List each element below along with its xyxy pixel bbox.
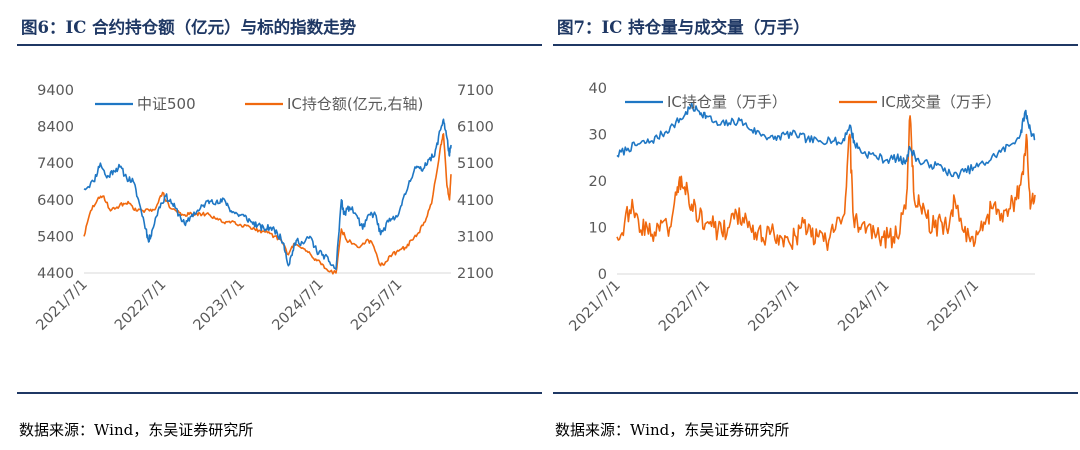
- y-left-tick-label: 40: [589, 81, 607, 97]
- y-right-tick-label: 5100: [457, 156, 494, 172]
- y-right-tick-label: 2100: [457, 266, 494, 282]
- y-left-tick-label: 30: [589, 128, 607, 144]
- x-tick-label: 2023/7/1: [191, 277, 248, 334]
- figure-7-panel: 图7：IC 持仓量与成交量（万手） 40 30 20 10 0 2021/7/1 2022/…: [553, 0, 1078, 450]
- y-left-tick-label: 0: [598, 267, 607, 283]
- figure-6-source: 数据来源：Wind，东吴证券研究所: [19, 421, 254, 439]
- y-right-tick-label: 4100: [457, 193, 494, 209]
- figure-6-panel: 图6：IC 合约持仓额（亿元）与标的指数走势 9400 8400 7400 6400 5…: [17, 0, 542, 450]
- series-line-2: [616, 115, 1036, 251]
- legend-label-1: 中证500: [137, 95, 196, 113]
- x-tick-label: 2025/7/1: [925, 278, 982, 335]
- legend-label-1: IC持仓量（万手）: [667, 93, 787, 111]
- x-tick-label: 2021/7/1: [33, 277, 90, 334]
- x-tick-label: 2022/7/1: [656, 278, 713, 335]
- legend-label-2: IC持仓额(亿元,右轴): [287, 95, 423, 113]
- figure-6-top-rule: [17, 44, 542, 46]
- series-line-2: [83, 133, 452, 275]
- y-right-tick-label: 7100: [457, 83, 494, 99]
- y-right-tick-label: 6100: [457, 120, 494, 136]
- x-tick-label: 2024/7/1: [835, 278, 892, 335]
- x-tick-label: 2022/7/1: [112, 277, 169, 334]
- figure-6-bottom-rule: [17, 392, 542, 394]
- y-right-tick-label: 3100: [457, 229, 494, 245]
- y-left-tick-label: 20: [589, 174, 607, 190]
- y-left-tick-label: 9400: [37, 83, 74, 99]
- series-line-1: [83, 118, 452, 271]
- x-tick-label: 2023/7/1: [746, 278, 803, 335]
- figure-7-top-rule: [553, 44, 1078, 46]
- y-left-tick-label: 5400: [37, 229, 74, 245]
- y-left-tick-label: 8400: [37, 120, 74, 136]
- figure-6-chart: 9400 8400 7400 6400 5400 4400 7100 6100 5100 4100…: [33, 83, 494, 334]
- series-line-1: [616, 102, 1036, 179]
- legend-label-2: IC成交量（万手）: [881, 93, 1001, 111]
- x-tick-label: 2021/7/1: [566, 278, 623, 335]
- figure-7-source: 数据来源：Wind，东吴证券研究所: [555, 421, 790, 439]
- y-left-tick-label: 6400: [37, 193, 74, 209]
- figure-6-title: 图6：IC 合约持仓额（亿元）与标的指数走势: [21, 18, 357, 37]
- y-left-tick-label: 4400: [37, 266, 74, 282]
- figure-7-title: 图7：IC 持仓量与成交量（万手）: [557, 18, 810, 37]
- x-tick-label: 2025/7/1: [348, 277, 405, 334]
- y-left-tick-label: 10: [589, 221, 607, 237]
- y-left-tick-label: 7400: [37, 156, 74, 172]
- figure-7-bottom-rule: [553, 392, 1078, 394]
- x-tick-label: 2024/7/1: [270, 277, 327, 334]
